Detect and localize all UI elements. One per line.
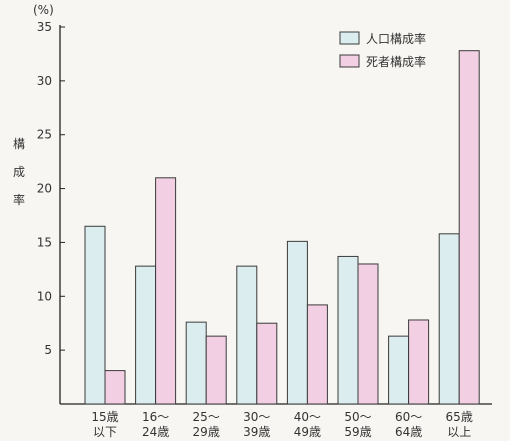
x-tick-label-line2: 24歳 <box>142 425 169 439</box>
bar-death-0 <box>104 370 126 405</box>
x-tick-label-line1: 40～ <box>294 410 321 424</box>
x-tick-label-line2: 39歳 <box>243 425 270 439</box>
bars <box>84 50 480 405</box>
bar-population-3 <box>236 265 258 405</box>
x-tick-label-line1: 15歳 <box>91 410 118 424</box>
y-unit-label: (%) <box>33 3 54 17</box>
legend-label-0: 人口構成率 <box>366 31 426 46</box>
x-tick-label-line1: 60～ <box>395 410 422 424</box>
y-axis-label-char: 構 <box>13 137 25 151</box>
y-axis-label-char: 成 <box>13 165 25 179</box>
legend-swatch-1 <box>339 54 360 68</box>
bar-death-5 <box>357 263 379 405</box>
y-tick-label: 30 <box>37 74 52 88</box>
bar-death-2 <box>205 335 227 405</box>
bar-population-1 <box>135 265 157 405</box>
x-tick-label-line2: 29歳 <box>193 425 220 439</box>
x-tick-label-line2: 64歳 <box>395 425 422 439</box>
bar-population-6 <box>388 335 410 405</box>
y-axis-label-char: 率 <box>13 192 25 207</box>
bar-death-4 <box>306 304 328 405</box>
y-tick-label: 35 <box>37 20 52 34</box>
y-tick-label: 25 <box>37 128 52 142</box>
bar-population-0 <box>84 225 106 405</box>
bar-death-1 <box>155 177 177 405</box>
legend-label-1: 死者構成率 <box>366 54 426 69</box>
x-tick-label-line2: 49歳 <box>294 425 321 439</box>
x-tick-label-line1: 30～ <box>243 410 270 424</box>
bar-population-2 <box>185 321 207 405</box>
bar-population-5 <box>337 255 359 405</box>
x-tick-label-line1: 50～ <box>344 410 371 424</box>
x-tick-label-line2: 以上 <box>447 425 471 439</box>
x-tick-label-line1: 16～ <box>142 410 169 424</box>
y-tick-label: 20 <box>37 182 52 196</box>
y-tick-label: 5 <box>44 343 52 357</box>
bar-population-7 <box>438 233 460 405</box>
x-tick-label-line1: 65歳 <box>446 410 473 424</box>
x-tick-label-line1: 25～ <box>193 410 220 424</box>
x-tick-label-line2: 59歳 <box>344 425 371 439</box>
bar-death-6 <box>408 319 430 405</box>
y-tick-label: 10 <box>37 289 52 303</box>
legend-swatch-0 <box>339 31 360 45</box>
bar-death-7 <box>458 50 480 405</box>
x-tick-label-line2: 以下 <box>93 425 117 439</box>
bar-death-3 <box>256 322 278 405</box>
bar-population-4 <box>286 240 308 405</box>
y-tick-label: 15 <box>37 235 52 249</box>
